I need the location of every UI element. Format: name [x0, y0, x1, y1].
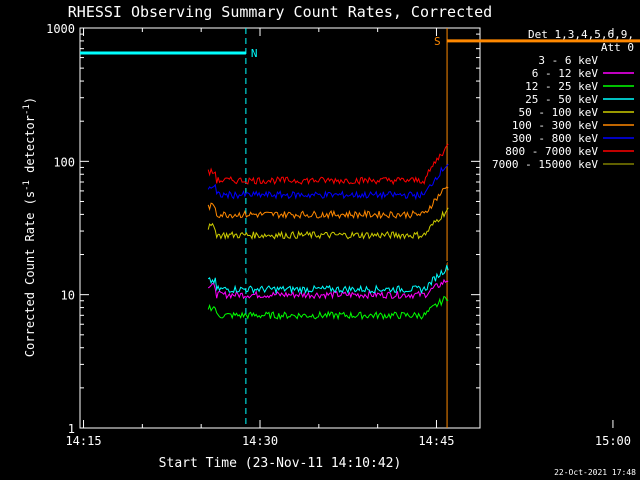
legend-label-2: 12 - 25 keV: [525, 80, 598, 93]
series-trace-a-7: [207, 143, 449, 186]
y-tick-label-1: 10: [61, 289, 75, 303]
flag-bars: NSF: [80, 35, 640, 60]
y-axis-label-tail: detector: [23, 115, 37, 180]
flag-boundary-lines: [245, 28, 448, 428]
plot-axes: 14:1514:3014:4515:0015:1515:3015:4511010…: [46, 22, 631, 448]
y-tick-label-0: 1: [68, 422, 75, 436]
chart-title: RHESSI Observing Summary Count Rates, Co…: [68, 3, 492, 21]
series-lines: [207, 143, 449, 321]
legend-label-3: 25 - 50 keV: [525, 93, 598, 106]
legend-label-1: 6 - 12 keV: [532, 67, 599, 80]
legend-label-6: 300 - 800 keV: [512, 132, 598, 145]
x-tick-label-0: 14:15: [65, 434, 101, 448]
y-axis-label: Corrected Count Rate (s-1 detector-1): [22, 97, 37, 357]
legend-header-detectors: Det 1,3,4,5,6,9,: [528, 28, 634, 41]
series-trace-a-2: [207, 295, 449, 321]
legend-header-attenuator: Att 0: [601, 41, 634, 54]
y-axis-label-close: ): [23, 97, 37, 104]
legend-label-0: 3 - 6 keV: [538, 54, 598, 67]
y-tick-label-3: 1000: [46, 22, 75, 36]
y-tick-label-2: 100: [53, 155, 75, 169]
series-trace-a-6: [207, 163, 449, 201]
series-trace-a-1: [207, 278, 449, 300]
y-axis-label-sup: -1: [22, 180, 32, 191]
plot-timestamp: 22-Oct-2021 17:48: [554, 468, 636, 477]
x-tick-label-2: 14:45: [418, 434, 454, 448]
series-trace-a-4: [207, 207, 449, 241]
series-trace-a-3: [207, 264, 449, 295]
legend-label-7: 800 - 7000 keV: [505, 145, 598, 158]
flag-label-N: N: [251, 47, 258, 60]
x-axis-label: Start Time (23-Nov-11 14:10:42): [159, 456, 402, 471]
y-axis-label-main: Corrected Count Rate (s: [23, 191, 37, 357]
y-axis-label-sup2: -1: [22, 104, 32, 115]
legend-label-4: 50 - 100 keV: [519, 106, 599, 119]
series-trace-a-5: [207, 186, 449, 220]
legend-label-5: 100 - 300 keV: [512, 119, 598, 132]
flag-label-S: S: [434, 35, 441, 48]
plot-frame: [79, 27, 481, 429]
legend-label-8: 7000 - 15000 keV: [492, 158, 598, 171]
x-tick-label-1: 14:30: [242, 434, 278, 448]
x-tick-label-3: 15:00: [595, 434, 631, 448]
series-trace-a-0: [208, 261, 449, 281]
